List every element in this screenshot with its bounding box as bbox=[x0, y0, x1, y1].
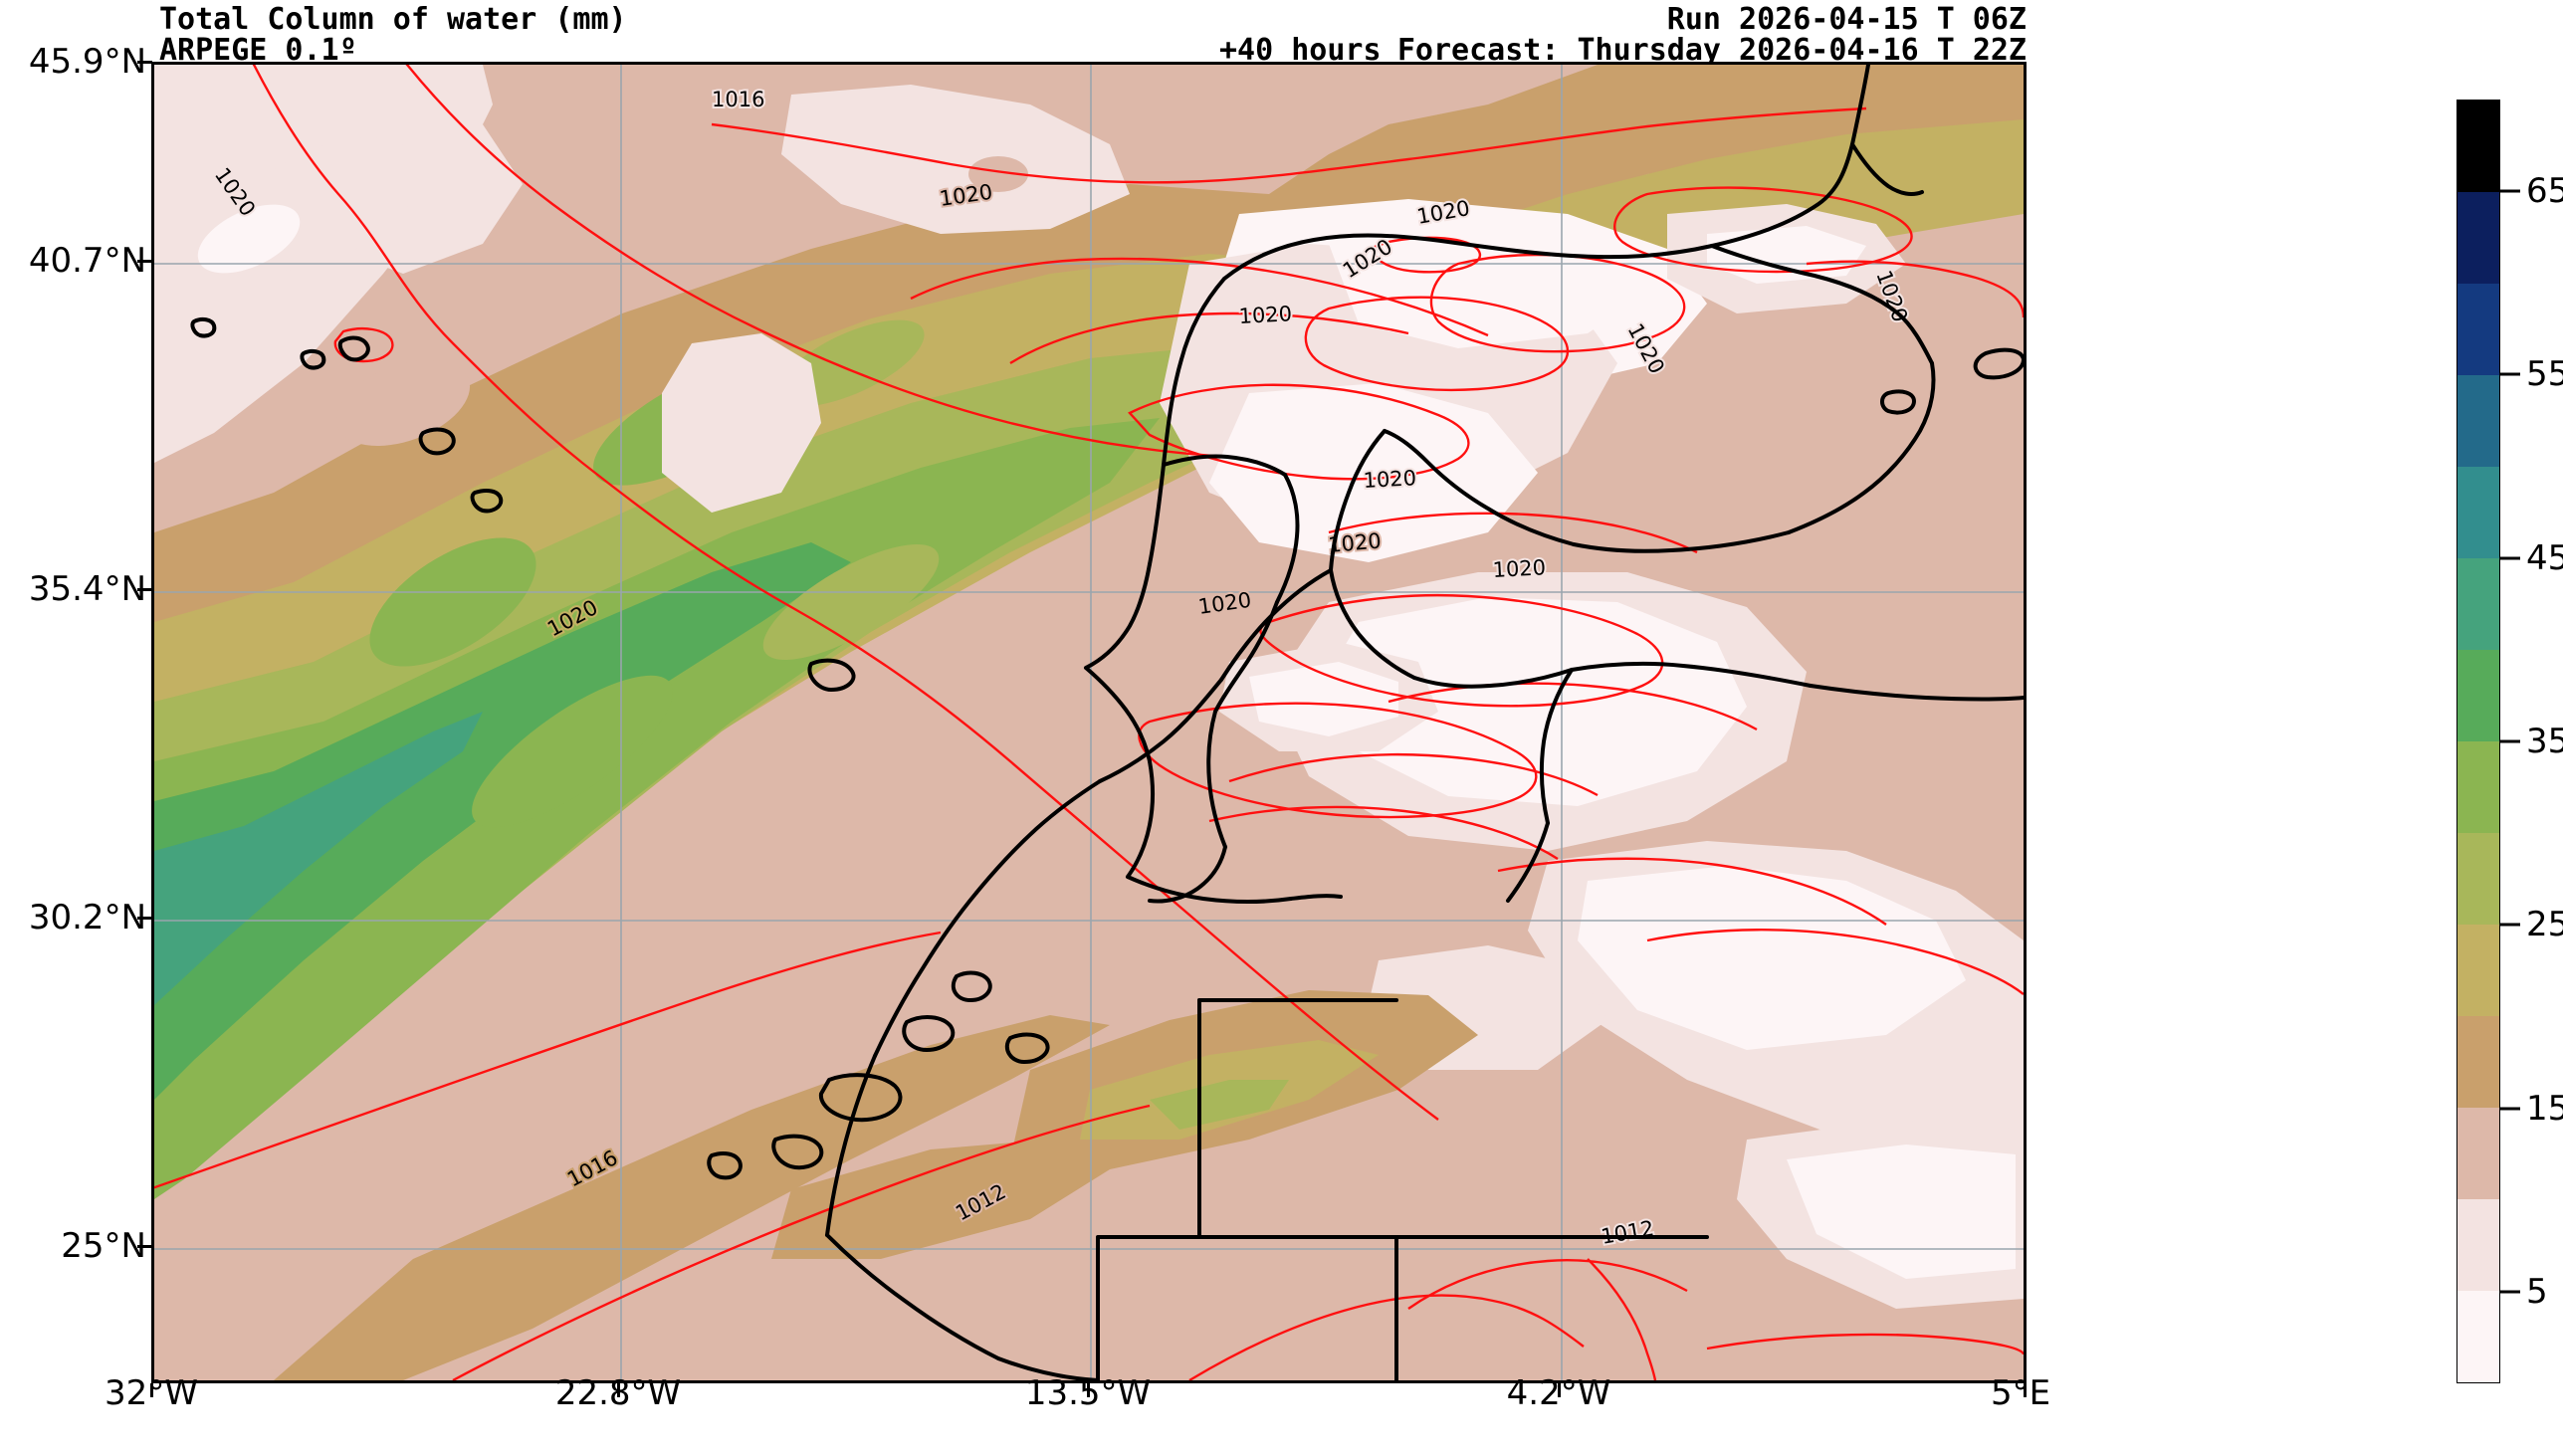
colorbar-band bbox=[2457, 375, 2499, 467]
colorbar-band bbox=[2457, 1108, 2499, 1199]
y-tick-label: 35.4°N bbox=[28, 569, 146, 609]
colorbar-band bbox=[2457, 101, 2499, 192]
colorbar-tick-mark bbox=[2500, 1107, 2520, 1111]
coastlines-layer bbox=[190, 65, 2024, 1380]
colorbar-tick-label: 5 bbox=[2526, 1271, 2548, 1312]
colorbar-tick-mark bbox=[2500, 556, 2520, 560]
colorbar-band bbox=[2457, 741, 2499, 833]
colorbar-tick-mark bbox=[2500, 923, 2520, 927]
colorbar-tick-mark bbox=[2500, 1290, 2520, 1294]
x-tick-mark bbox=[1087, 1383, 1090, 1397]
colorbar-tick-label: 35 bbox=[2526, 722, 2563, 761]
y-tick-mark bbox=[137, 260, 152, 263]
svg-text:1020: 1020 bbox=[938, 180, 993, 211]
colorbar-band bbox=[2457, 650, 2499, 741]
colorbar-band bbox=[2457, 467, 2499, 558]
colorbar-band bbox=[2457, 1291, 2499, 1382]
colorbar-tick-label: 55 bbox=[2526, 354, 2563, 395]
colorbar[interactable] bbox=[2456, 100, 2500, 1383]
map-canvas: 1020 1016 1020 1020 1020 1020 1020 1020 … bbox=[154, 65, 2024, 1380]
y-tick-label: 40.7°N bbox=[28, 241, 146, 281]
x-tick-mark bbox=[617, 1383, 620, 1397]
colorbar-tick-label: 25 bbox=[2526, 905, 2563, 945]
isobar-contours bbox=[154, 65, 2024, 1380]
page-title: Total Column of water (mm) bbox=[159, 2, 627, 37]
x-tick-mark bbox=[1558, 1383, 1561, 1397]
colorbar-labels: 5 15 25 35 45 55 65 bbox=[2500, 100, 2563, 1383]
colorbar-band bbox=[2457, 833, 2499, 925]
svg-text:1016: 1016 bbox=[712, 88, 764, 111]
map-axes[interactable]: 1020 1016 1020 1020 1020 1020 1020 1020 … bbox=[151, 62, 2027, 1383]
svg-text:1020: 1020 bbox=[1363, 466, 1417, 493]
colorbar-tick-label: 15 bbox=[2526, 1088, 2563, 1129]
colorbar-band bbox=[2457, 284, 2499, 375]
svg-text:1020: 1020 bbox=[1492, 555, 1547, 582]
colorbar-tick-mark bbox=[2500, 739, 2520, 743]
y-tick-label: 30.2°N bbox=[28, 898, 146, 937]
y-tick-mark bbox=[137, 588, 152, 591]
y-tick-label: 25°N bbox=[61, 1226, 146, 1266]
y-tick-mark bbox=[137, 1245, 152, 1248]
colorbar-band bbox=[2457, 925, 2499, 1016]
map-field-svg: 1020 1016 1020 1020 1020 1020 1020 1020 … bbox=[154, 65, 2024, 1380]
colorbar-tick-label: 45 bbox=[2526, 537, 2563, 578]
y-tick-label: 45.9°N bbox=[28, 42, 146, 82]
colorbar-tick-label: 65 bbox=[2526, 171, 2563, 212]
x-tick-label: 5°E bbox=[1990, 1373, 2051, 1413]
colorbar-band bbox=[2457, 1199, 2499, 1291]
colorbar-band bbox=[2457, 192, 2499, 284]
x-tick-mark bbox=[2024, 1383, 2027, 1397]
y-tick-mark bbox=[137, 917, 152, 920]
colorbar-band bbox=[2457, 1016, 2499, 1108]
colorbar-tick-mark bbox=[2500, 372, 2520, 376]
gridlines bbox=[154, 65, 2024, 1380]
run-time-label: Run 2026-04-15 T 06Z bbox=[1666, 2, 2027, 37]
figure-header: Total Column of water (mm) ARPEGE 0.1º +… bbox=[0, 0, 2563, 68]
colorbar-tick-mark bbox=[2500, 189, 2520, 193]
svg-text:1020: 1020 bbox=[1238, 302, 1293, 328]
y-tick-mark bbox=[137, 61, 152, 64]
x-tick-mark bbox=[150, 1383, 153, 1397]
colorbar-band bbox=[2457, 558, 2499, 650]
